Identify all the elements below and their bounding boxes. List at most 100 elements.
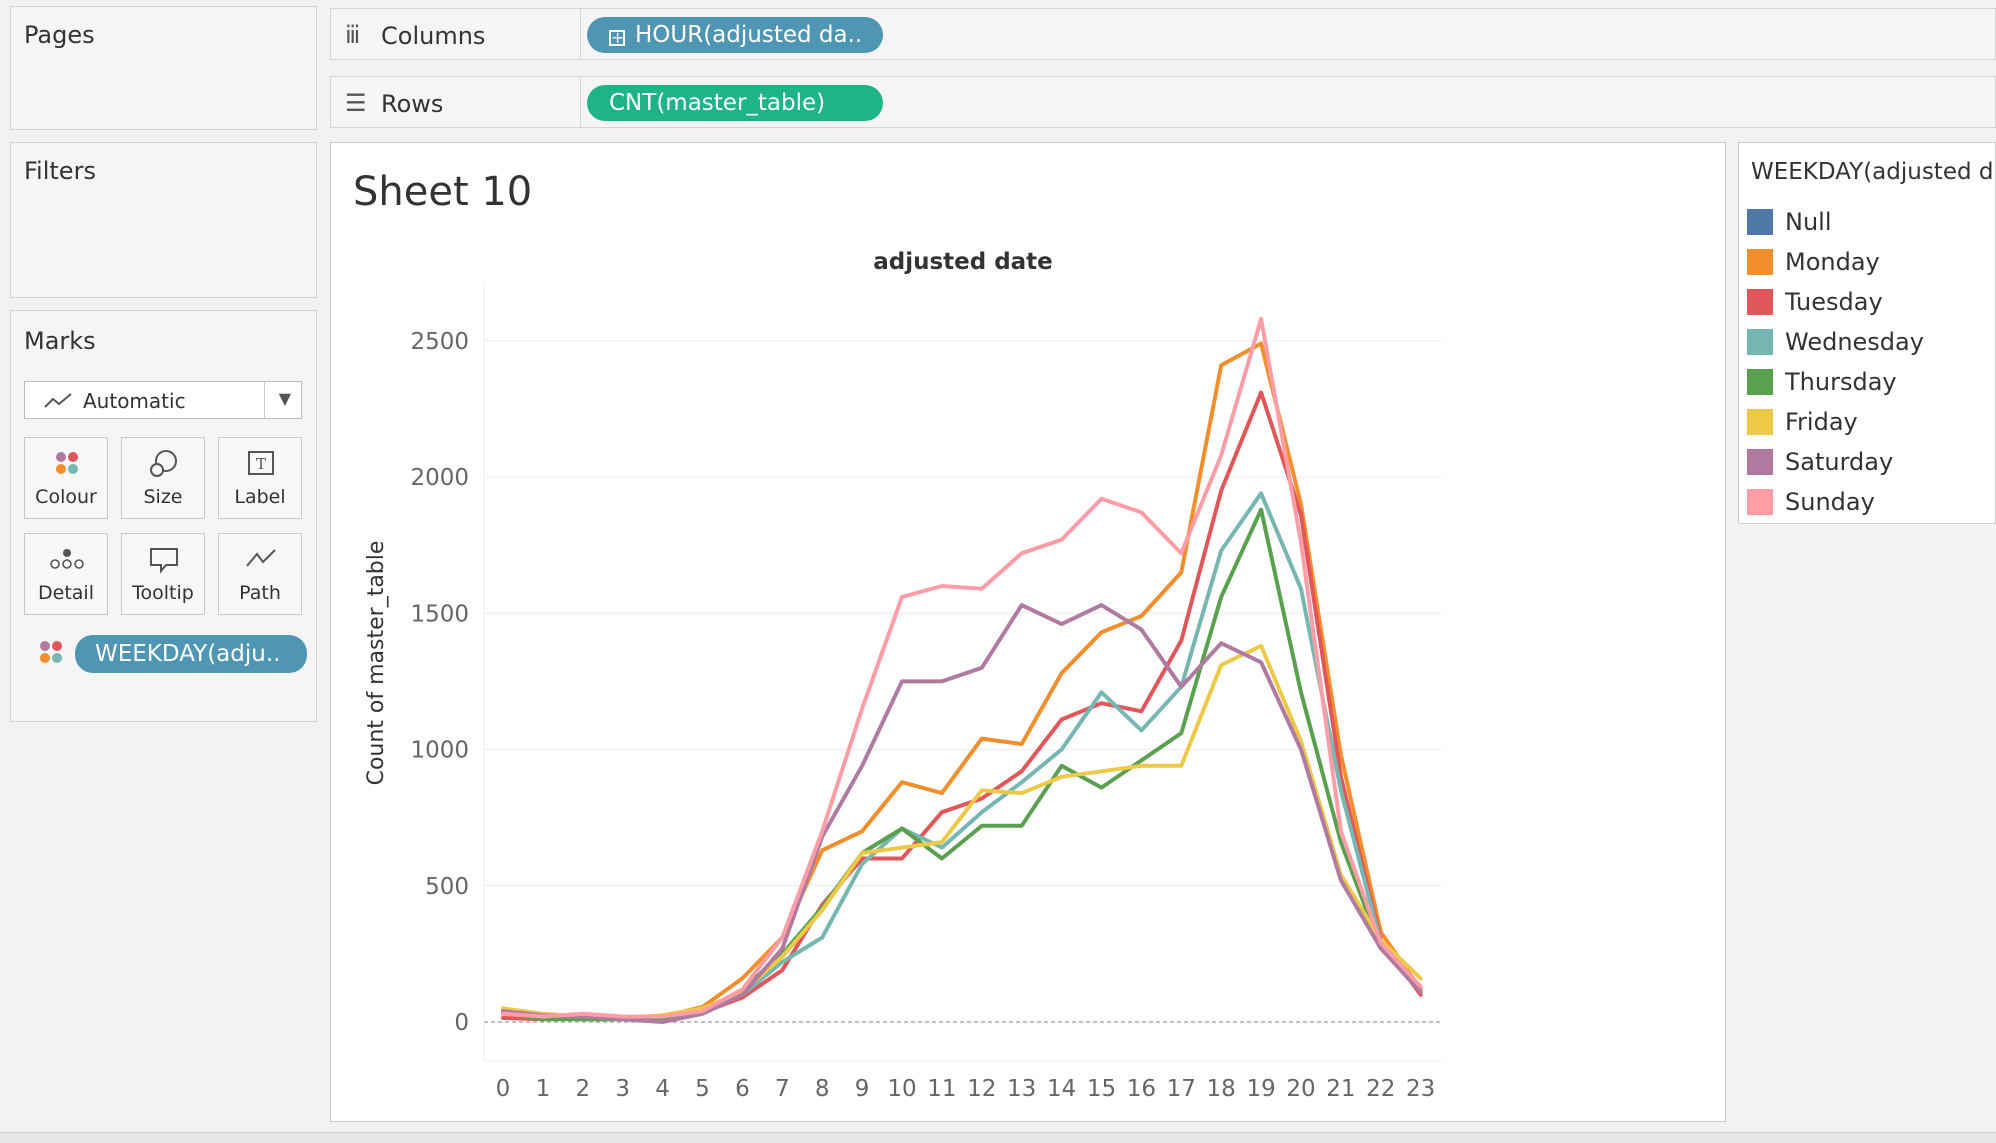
y-tick-label: 2000 xyxy=(410,465,469,491)
label-button[interactable]: T Label xyxy=(218,437,302,519)
y-tick-label: 2500 xyxy=(410,329,469,355)
x-tick-label: 2 xyxy=(575,1076,590,1102)
pages-title: Pages xyxy=(24,21,95,49)
chevron-down-icon[interactable]: ▼ xyxy=(278,389,291,408)
size-circles-icon xyxy=(150,450,177,477)
color-legend[interactable]: WEEKDAY(adjusted da Null Monday Tuesday Wed… xyxy=(1738,142,1996,524)
path-button[interactable]: Path xyxy=(218,533,302,615)
x-axis-ticks: 0 1 2 3 4 5 6 7 8 9 10 11 12 13 14 15 16 17 18 19 20 21 22 23 xyxy=(496,1076,1436,1102)
dropdown-divider xyxy=(264,382,265,418)
columns-pill-label: HOUR(adjusted da.. xyxy=(635,22,863,48)
y-tick-label: 500 xyxy=(425,874,469,900)
marks-panel: Marks Automatic ▼ Colour Size T Label xyxy=(10,310,317,722)
x-tick-label: 14 xyxy=(1047,1076,1076,1102)
size-label: Size xyxy=(143,486,183,508)
series-line-saturday[interactable] xyxy=(501,603,1423,1024)
x-tick-label: 3 xyxy=(615,1076,630,1102)
viz-area[interactable]: Sheet 10 adjusted date Count of master_t… xyxy=(330,142,1726,1122)
legend-label: Friday xyxy=(1785,408,1858,436)
rows-pill[interactable]: CNT(master_table) xyxy=(587,85,883,121)
sheet-tabs-bar[interactable] xyxy=(0,1132,1996,1143)
pages-panel[interactable]: Pages xyxy=(10,6,317,130)
x-tick-label: 6 xyxy=(735,1076,750,1102)
grid-lines xyxy=(483,281,1442,1062)
detail-dots-icon xyxy=(50,549,84,569)
x-tick-label: 9 xyxy=(855,1076,870,1102)
x-tick-label: 13 xyxy=(1007,1076,1036,1102)
text-label-icon: T xyxy=(248,451,274,475)
detail-label: Detail xyxy=(38,582,94,604)
columns-pill[interactable]: + HOUR(adjusted da.. xyxy=(587,17,883,53)
label-label: Label xyxy=(234,486,286,508)
rows-shelf[interactable]: ☰ Rows CNT(master_table) xyxy=(330,76,1996,128)
expand-icon: + xyxy=(609,28,625,47)
weekday-color-pill[interactable]: WEEKDAY(adju.. xyxy=(75,635,307,673)
legend-swatch xyxy=(1747,249,1773,275)
mark-type-dropdown[interactable]: Automatic ▼ xyxy=(24,381,302,419)
x-tick-label: 10 xyxy=(887,1076,916,1102)
legend-label: Null xyxy=(1785,208,1832,236)
rows-shelf-label: ☰ Rows xyxy=(331,77,581,127)
legend-label: Wednesday xyxy=(1785,328,1924,356)
columns-icon: ⅲ xyxy=(345,21,361,49)
x-tick-label: 8 xyxy=(815,1076,830,1102)
x-tick-label: 21 xyxy=(1326,1076,1355,1102)
legend-label: Tuesday xyxy=(1785,288,1883,316)
path-label: Path xyxy=(239,582,281,604)
x-tick-label: 7 xyxy=(775,1076,790,1102)
legend-label: Monday xyxy=(1785,248,1880,276)
path-line-icon xyxy=(246,549,276,567)
tooltip-button[interactable]: Tooltip xyxy=(121,533,205,615)
y-axis-label: Count of master_table xyxy=(364,541,389,786)
filters-panel[interactable]: Filters xyxy=(10,142,317,298)
colour-dots-icon xyxy=(56,452,78,474)
marks-title: Marks xyxy=(24,327,96,355)
x-tick-label: 19 xyxy=(1246,1076,1275,1102)
x-tick-label: 4 xyxy=(655,1076,670,1102)
series-lines xyxy=(501,316,1423,1024)
colour-button[interactable]: Colour xyxy=(24,437,108,519)
tooltip-label: Tooltip xyxy=(132,582,194,604)
x-tick-label: 16 xyxy=(1127,1076,1156,1102)
series-line-sunday[interactable] xyxy=(501,316,1423,1019)
legend-swatch xyxy=(1747,209,1773,235)
legend-label: Saturday xyxy=(1785,448,1894,476)
x-tick-label: 15 xyxy=(1087,1076,1116,1102)
rows-label: Rows xyxy=(381,90,444,118)
mark-type-label: Automatic xyxy=(83,389,186,413)
columns-shelf-label: ⅲ Columns xyxy=(331,9,581,59)
y-tick-label: 1500 xyxy=(410,601,469,627)
size-button[interactable]: Size xyxy=(121,437,205,519)
line-mark-icon xyxy=(44,393,72,408)
legend-swatch xyxy=(1747,329,1773,355)
colour-dots-icon xyxy=(40,641,62,663)
x-tick-label: 1 xyxy=(536,1076,551,1102)
detail-button[interactable]: Detail xyxy=(24,533,108,615)
series-line-wednesday[interactable] xyxy=(501,491,1423,1022)
y-tick-label: 0 xyxy=(454,1010,469,1036)
chart-title: adjusted date xyxy=(873,249,1053,275)
legend-swatch xyxy=(1747,449,1773,475)
line-chart[interactable]: adjusted date Count of master_table 0500… xyxy=(331,143,1725,1121)
x-tick-label: 0 xyxy=(496,1076,511,1102)
x-tick-label: 22 xyxy=(1366,1076,1395,1102)
columns-shelf[interactable]: ⅲ Columns + HOUR(adjusted da.. xyxy=(330,8,1996,60)
legend-label: Sunday xyxy=(1785,488,1875,516)
x-tick-label: 17 xyxy=(1167,1076,1196,1102)
legend-swatch xyxy=(1747,489,1773,515)
legend-swatch xyxy=(1747,369,1773,395)
x-tick-label: 11 xyxy=(927,1076,956,1102)
x-tick-label: 5 xyxy=(695,1076,710,1102)
x-tick-label: 20 xyxy=(1286,1076,1315,1102)
x-tick-label: 12 xyxy=(967,1076,996,1102)
colour-label: Colour xyxy=(35,486,97,508)
legend-label: Thursday xyxy=(1785,368,1897,396)
x-tick-label: 18 xyxy=(1207,1076,1236,1102)
y-axis-ticks: 0 500 1000 1500 2000 2500 xyxy=(410,329,469,1036)
tooltip-bubble-icon xyxy=(150,548,178,574)
svg-text:T: T xyxy=(256,455,266,473)
columns-label: Columns xyxy=(381,22,486,50)
filters-title: Filters xyxy=(24,157,96,185)
legend-swatch xyxy=(1747,289,1773,315)
y-tick-label: 1000 xyxy=(410,738,469,764)
